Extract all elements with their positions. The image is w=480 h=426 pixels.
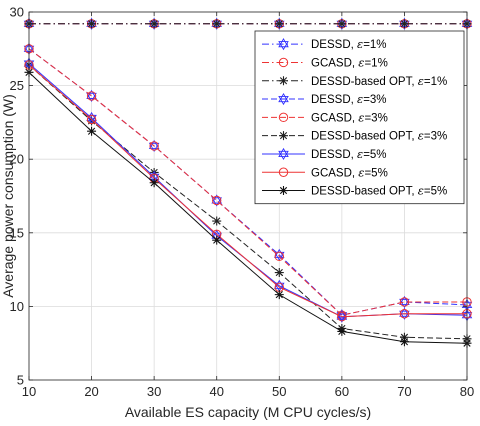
y-tick-label: 15: [10, 225, 24, 240]
legend-marker: [278, 38, 289, 51]
plot-frame: [28, 11, 468, 381]
y-axis: 5 10 15 20 25 30: [10, 5, 467, 388]
data-point: [86, 114, 97, 125]
x-tick-label: 60: [335, 384, 349, 399]
legend-marker: [278, 92, 289, 106]
x-tick-label: 40: [209, 384, 223, 399]
data-point: [337, 312, 347, 322]
data-point: [149, 141, 159, 151]
legend-label: DESSD-based OPT, ε=5%: [311, 184, 447, 198]
data-point: [274, 19, 284, 29]
series-line: [28, 64, 468, 340]
legend-label: DESSD-based OPT, ε=1%: [311, 74, 447, 88]
data-point: [86, 91, 97, 101]
data-point: [274, 290, 284, 300]
legend-entry: GCASD, ε=1%: [262, 55, 388, 69]
legend-entry: DESSD, ε=1%: [262, 37, 387, 51]
data-point: [399, 307, 410, 320]
legend-entry: DESSD, ε=3%: [262, 92, 387, 106]
legend-marker: [279, 76, 288, 86]
y-tick-label: 10: [10, 299, 24, 314]
data-point: [212, 19, 222, 29]
x-tick-label: 30: [147, 384, 161, 399]
legend-label: DESSD, ε=3%: [311, 92, 387, 106]
data-point: [399, 337, 409, 347]
y-tick-label: 5: [17, 373, 24, 388]
legend-marker: [278, 167, 289, 177]
x-tick-label: 10: [22, 384, 36, 399]
series-line: [28, 64, 467, 318]
legend-marker: [279, 131, 288, 141]
x-tick-label: 20: [84, 384, 98, 399]
data-point: [337, 19, 347, 29]
legend-entry: DESSD-based OPT, ε=1%: [262, 74, 447, 88]
data-point: [149, 178, 159, 188]
legend-marker: [279, 186, 288, 196]
data-point: [399, 297, 410, 307]
x-axis-label: Available ES capacity (M CPU cycles/s): [125, 404, 371, 420]
legend-marker: [278, 112, 289, 123]
y-axis-label: Average power consumption (W): [0, 94, 16, 298]
y-tick-label: 25: [10, 78, 24, 93]
legend-label: GCASD, ε=5%: [311, 165, 388, 179]
y-tick-label: 30: [10, 5, 24, 20]
series-layer: [23, 17, 473, 348]
series-line: [28, 71, 468, 344]
data-point: [399, 309, 410, 319]
legend-entry: DESSD-based OPT, ε=3%: [262, 129, 447, 143]
series-8: [24, 67, 472, 348]
data-point: [87, 126, 97, 136]
legend-entry: DESSD, ε=5%: [262, 147, 387, 161]
data-point: [87, 19, 97, 29]
series-line: [28, 48, 467, 316]
legend-label: GCASD, ε=1%: [311, 55, 388, 69]
data-point: [149, 19, 159, 29]
legend-label: DESSD, ε=1%: [311, 37, 387, 51]
data-point: [212, 195, 222, 206]
data-point: [212, 235, 222, 245]
legend-entry: DESSD-based OPT, ε=5%: [262, 184, 447, 198]
data-point: [274, 251, 284, 262]
legend-label: DESSD, ε=5%: [311, 147, 387, 161]
x-tick-label: 70: [397, 384, 411, 399]
legend-label: DESSD-based OPT, ε=3%: [311, 129, 447, 143]
x-axis: 10 20 30 40 50 60 70 80: [22, 12, 474, 399]
legend-marker: [278, 147, 289, 161]
legend-label: GCASD, ε=3%: [311, 110, 388, 124]
y-tick-label: 20: [10, 152, 24, 167]
legend-entry: GCASD, ε=5%: [262, 165, 388, 179]
data-point: [212, 216, 222, 226]
data-point: [399, 19, 409, 29]
legend-marker: [278, 57, 289, 68]
data-point: [274, 268, 284, 278]
legend-entry: GCASD, ε=3%: [262, 110, 388, 124]
x-tick-label: 80: [460, 384, 474, 399]
data-point: [399, 295, 410, 309]
legend: DESSD, ε=1% GCASD, ε=1% DESSD-based OPT, ε…: [254, 30, 465, 205]
data-point: [337, 326, 347, 336]
x-tick-label: 50: [272, 384, 286, 399]
